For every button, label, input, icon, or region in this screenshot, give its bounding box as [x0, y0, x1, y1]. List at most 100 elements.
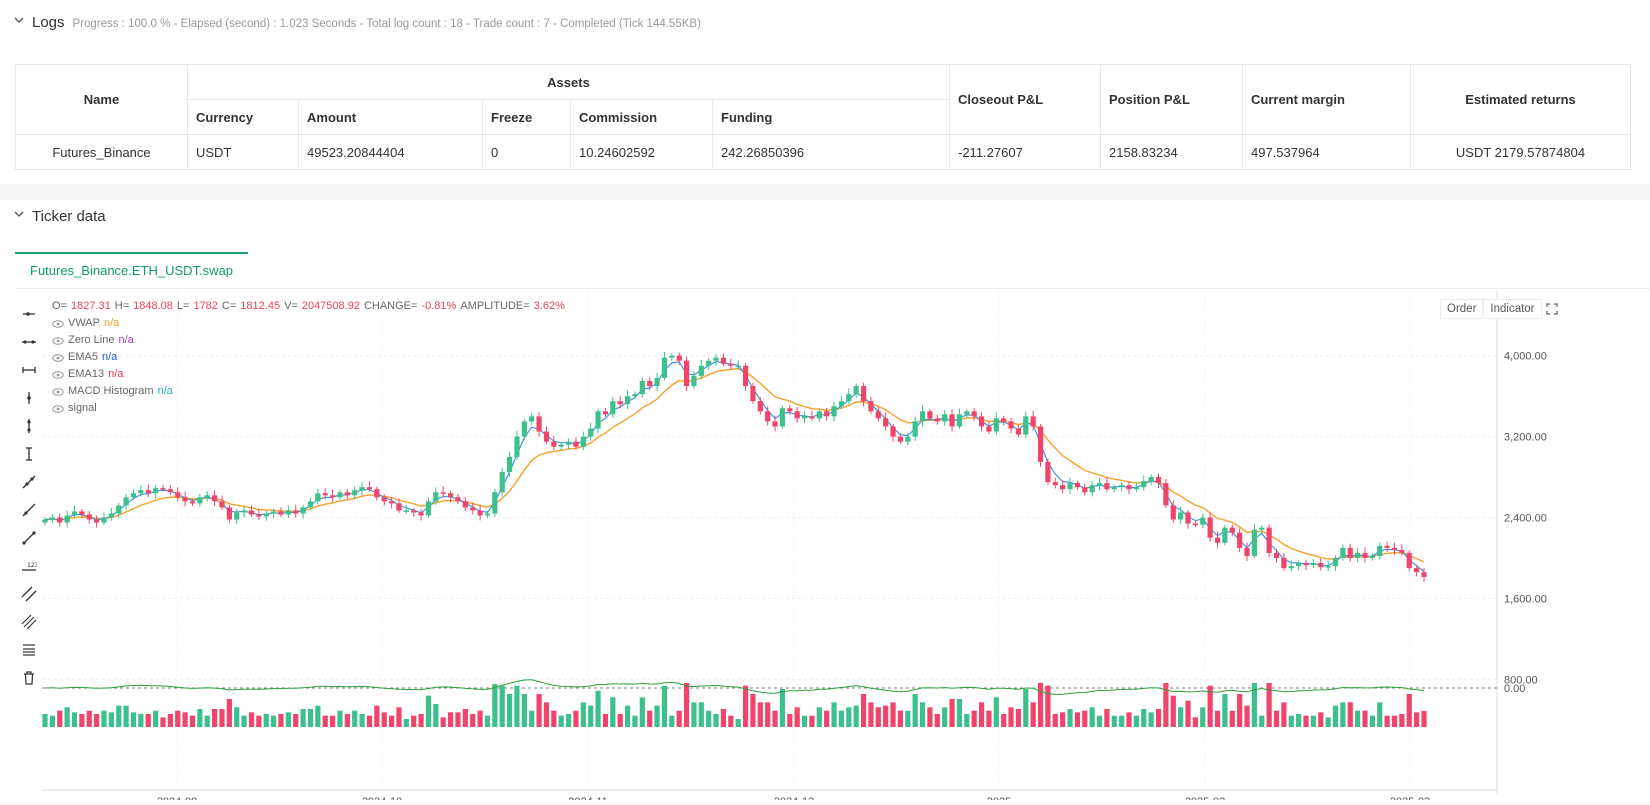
table-row: Futures_Binance USDT 49523.20844404 0 10…	[15, 134, 1631, 170]
fib-channel-icon[interactable]	[16, 608, 42, 636]
candle-body	[1008, 421, 1014, 429]
histogram-bar	[145, 714, 151, 727]
eye-icon[interactable]	[52, 336, 64, 345]
eye-icon[interactable]	[52, 370, 64, 379]
logs-header[interactable]: Logs Progress : 100.0 % - Elapsed (secon…	[14, 14, 701, 31]
chevron-down-icon[interactable]	[14, 209, 24, 219]
candle-body	[1229, 527, 1235, 533]
price-line-icon[interactable]: 123	[16, 552, 42, 580]
chart-controls: Order Indicator	[1440, 299, 1562, 319]
col-funding: Funding	[712, 99, 950, 135]
histogram-bar	[742, 685, 749, 727]
histogram-bar	[1141, 709, 1147, 727]
histogram-bar	[1421, 711, 1427, 727]
ray-line-icon[interactable]	[16, 496, 42, 524]
candle-body	[779, 408, 786, 427]
histogram-bar	[86, 710, 92, 727]
candle-body	[1207, 517, 1213, 538]
histogram-bar	[669, 715, 675, 727]
histogram-bar	[123, 705, 129, 727]
legend-item[interactable]: EMA5 n/a	[52, 349, 565, 366]
eye-icon[interactable]	[52, 387, 64, 396]
histogram-bar	[1377, 702, 1383, 727]
cell-margin: 497.537964	[1242, 134, 1411, 170]
histogram-bar	[580, 702, 586, 727]
histogram-bar	[271, 715, 277, 727]
histogram-bar	[1052, 714, 1058, 727]
histogram-bar	[1244, 705, 1250, 727]
candle-body	[1369, 555, 1375, 558]
candle-body	[256, 514, 262, 517]
histogram-bar	[794, 707, 800, 727]
candle-body	[831, 406, 837, 417]
candle-body	[86, 514, 92, 520]
eye-icon[interactable]	[52, 319, 64, 328]
chevron-down-icon[interactable]	[14, 15, 24, 25]
histogram-bar	[57, 710, 63, 727]
horizontal-ray-icon[interactable]	[16, 300, 42, 328]
candle-body	[580, 436, 586, 447]
candle-body	[801, 416, 808, 419]
vertical-line-icon[interactable]	[16, 412, 42, 440]
histogram-bar	[234, 707, 240, 727]
tab-eth-usdt-swap[interactable]: Futures_Binance.ETH_USDT.swap	[15, 252, 249, 288]
segment-line-icon[interactable]	[16, 524, 42, 552]
indicator-button[interactable]: Indicator	[1483, 299, 1542, 319]
candle-body	[241, 510, 247, 513]
eye-icon[interactable]	[52, 353, 64, 362]
legend-item[interactable]: MACD Histogram n/a	[52, 383, 565, 400]
horizontal-segment-icon[interactable]	[16, 356, 42, 384]
histogram-bar	[558, 715, 564, 727]
fib-retracement-icon[interactable]	[16, 636, 42, 664]
candle-body	[846, 394, 852, 402]
chart-area[interactable]: 4,000.00 3,200.00 2,400.00 1,600.00 800.00 20…	[42, 290, 1602, 805]
eye-icon[interactable]	[52, 404, 64, 413]
histogram-bar	[860, 694, 867, 727]
vertical-ray-icon[interactable]	[16, 384, 42, 412]
candle-body	[462, 501, 468, 508]
ticker-header[interactable]: Ticker data	[14, 208, 106, 225]
candle-body	[425, 501, 432, 516]
candle-body	[42, 519, 48, 523]
candle-body	[388, 501, 395, 504]
col-currency: Currency	[187, 99, 299, 135]
candle-body	[868, 401, 874, 412]
candle-body	[337, 492, 343, 498]
candle-body	[624, 396, 631, 405]
candle-body	[514, 436, 520, 457]
histogram-bar	[683, 683, 690, 727]
candle-body	[536, 416, 542, 432]
candle-body	[71, 511, 78, 516]
candle-body	[588, 428, 594, 437]
candle-body	[94, 519, 100, 523]
trash-icon[interactable]	[16, 664, 42, 692]
histogram-bar	[381, 712, 387, 727]
trend-line-icon[interactable]	[16, 468, 42, 496]
candle-body	[986, 426, 992, 432]
candle-body	[919, 411, 926, 422]
legend-item[interactable]: VWAP n/a	[52, 315, 565, 332]
close-value: 1812.45	[240, 300, 281, 312]
parallel-channel-icon[interactable]	[16, 580, 42, 608]
histogram-bar	[543, 702, 550, 727]
legend-value: n/a	[108, 368, 124, 380]
order-button[interactable]: Order	[1440, 299, 1484, 319]
legend-item[interactable]: EMA13 n/a	[52, 366, 565, 383]
svg-text:123: 123	[27, 562, 37, 569]
histogram-bar	[514, 685, 520, 727]
candlestick-chart[interactable]: 4,000.00 3,200.00 2,400.00 1,600.00 800.00 20…	[42, 290, 1602, 805]
candle-body	[1384, 545, 1390, 548]
candle-body	[1244, 547, 1250, 556]
legend-item[interactable]: Zero Line n/a	[52, 332, 565, 349]
high-label: H=	[114, 300, 130, 312]
legend-item[interactable]: signal	[52, 400, 565, 417]
candle-body	[816, 411, 822, 419]
col-position: Position P&L	[1100, 64, 1243, 135]
vertical-segment-icon[interactable]	[16, 440, 42, 468]
candle-body	[639, 380, 645, 395]
candle-body	[197, 497, 203, 504]
histogram-bar	[713, 714, 719, 727]
horizontal-line-icon[interactable]	[16, 328, 42, 356]
fullscreen-icon[interactable]	[1542, 299, 1562, 319]
histogram-bar	[1347, 702, 1353, 727]
